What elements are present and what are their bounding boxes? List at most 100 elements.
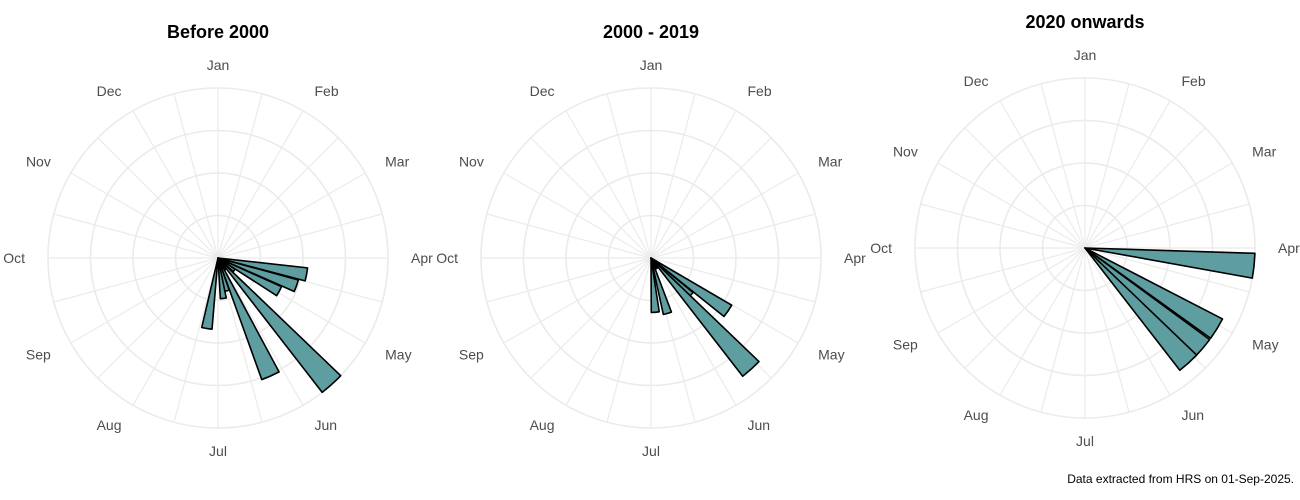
- grid-spoke: [1040, 247, 1086, 413]
- grid-spoke: [565, 257, 652, 406]
- grid-spoke: [530, 137, 652, 259]
- month-label-jul: Jul: [1076, 433, 1094, 449]
- grid-spoke: [217, 213, 383, 259]
- grid-spoke: [920, 247, 1086, 293]
- month-label-jun: Jun: [748, 417, 771, 433]
- data-source-caption: Data extracted from HRS on 01-Sep-2025.: [1067, 472, 1294, 486]
- month-label-oct: Oct: [436, 250, 458, 266]
- grid-spoke: [173, 257, 219, 423]
- bar-wedge: [217, 257, 280, 381]
- grid-spoke: [650, 137, 772, 259]
- bar-wedge: [217, 257, 342, 394]
- month-label-nov: Nov: [893, 144, 918, 160]
- month-label-oct: Oct: [3, 250, 25, 266]
- grid-spoke: [650, 257, 816, 303]
- grid-spoke: [565, 110, 652, 259]
- month-label-feb: Feb: [1182, 73, 1206, 89]
- grid-spoke: [1084, 247, 1130, 413]
- grid-spoke: [217, 137, 339, 259]
- bar-wedge: [1084, 247, 1198, 372]
- grid-spoke: [1084, 127, 1206, 249]
- grid-spoke: [650, 172, 799, 259]
- grid-spoke: [132, 110, 219, 259]
- month-label-nov: Nov: [459, 154, 484, 170]
- month-label-aug: Aug: [964, 407, 989, 423]
- grid-spoke: [999, 247, 1086, 396]
- month-label-dec: Dec: [97, 83, 122, 99]
- grid-spoke: [503, 172, 652, 259]
- grid-spoke: [964, 247, 1086, 369]
- grid-spoke: [503, 257, 652, 344]
- bar-wedge: [1084, 247, 1256, 279]
- bar-wedge: [1084, 247, 1224, 340]
- month-label-may: May: [385, 347, 411, 363]
- panel-title: 2020 onwards: [1025, 12, 1144, 32]
- grid-spoke: [1084, 203, 1250, 249]
- grid-spoke: [1084, 162, 1233, 249]
- month-label-apr: Apr: [411, 250, 433, 266]
- grid-spoke: [920, 203, 1086, 249]
- grid-spoke: [937, 162, 1086, 249]
- grid-spoke: [650, 257, 737, 406]
- panel-title: 2000 - 2019: [603, 22, 699, 42]
- month-label-apr: Apr: [1278, 240, 1300, 256]
- polar-chart-panel-3: 2020 onwards Jan Feb Mar Apr May Jun Jul Aug Sep O…: [870, 12, 1300, 449]
- bar-wedge: [650, 257, 733, 318]
- month-label-jan: Jan: [1074, 47, 1097, 63]
- month-label-jan: Jan: [640, 57, 663, 73]
- grid-spoke: [1084, 83, 1130, 249]
- panel-title: Before 2000: [167, 22, 269, 42]
- grid-spoke: [650, 110, 737, 259]
- grid-spoke: [650, 213, 816, 259]
- grid-spoke: [937, 247, 1086, 334]
- grid-spoke: [486, 257, 652, 303]
- grid-spoke: [964, 127, 1086, 249]
- month-label-dec: Dec: [530, 83, 555, 99]
- grid-spoke: [999, 100, 1086, 249]
- grid-spoke: [606, 257, 652, 423]
- polar-chart-panel-2: 2000 - 2019 Jan Feb Mar Apr May Jun Jul Aug Sep Oc…: [436, 22, 866, 459]
- grid-spoke: [650, 93, 696, 259]
- month-label-jul: Jul: [209, 443, 227, 459]
- month-label-sep: Sep: [459, 347, 484, 363]
- bar-wedge: [200, 257, 219, 330]
- grid-spoke: [217, 172, 366, 259]
- polar-chart-panel-1: Before 2000 Jan Feb Mar Apr May Jun Jul Aug Sep Oc…: [3, 22, 433, 459]
- grid-spoke: [606, 93, 652, 259]
- grid-spoke: [217, 93, 263, 259]
- grid-spoke: [1084, 100, 1171, 249]
- bar-wedge: [217, 257, 283, 297]
- month-label-aug: Aug: [530, 417, 555, 433]
- bar-wedge: [217, 257, 228, 300]
- grid-spoke: [70, 172, 219, 259]
- month-label-jun: Jun: [1182, 407, 1205, 423]
- grid-spoke: [1084, 247, 1250, 293]
- month-label-jan: Jan: [207, 57, 230, 73]
- month-label-jun: Jun: [315, 417, 338, 433]
- month-label-feb: Feb: [748, 83, 772, 99]
- grid-spoke: [217, 110, 304, 259]
- month-label-feb: Feb: [315, 83, 339, 99]
- month-label-mar: Mar: [1252, 144, 1276, 160]
- month-label-mar: Mar: [818, 154, 842, 170]
- grid-spoke: [53, 213, 219, 259]
- grid-spoke: [530, 257, 652, 379]
- grid-spoke: [70, 257, 219, 344]
- month-label-may: May: [1252, 337, 1278, 353]
- month-label-dec: Dec: [964, 73, 989, 89]
- grid-spoke: [53, 257, 219, 303]
- grid-spoke: [1084, 247, 1171, 396]
- month-label-aug: Aug: [97, 417, 122, 433]
- month-label-oct: Oct: [870, 240, 892, 256]
- bar-wedge: [650, 257, 760, 378]
- month-label-may: May: [818, 347, 844, 363]
- grid-spoke: [132, 257, 219, 406]
- month-label-sep: Sep: [26, 347, 51, 363]
- month-label-nov: Nov: [26, 154, 51, 170]
- bar-wedge: [650, 257, 673, 316]
- month-label-apr: Apr: [844, 250, 866, 266]
- bar-wedge: [650, 257, 661, 314]
- grid-spoke: [173, 93, 219, 259]
- grid-spoke: [217, 257, 304, 406]
